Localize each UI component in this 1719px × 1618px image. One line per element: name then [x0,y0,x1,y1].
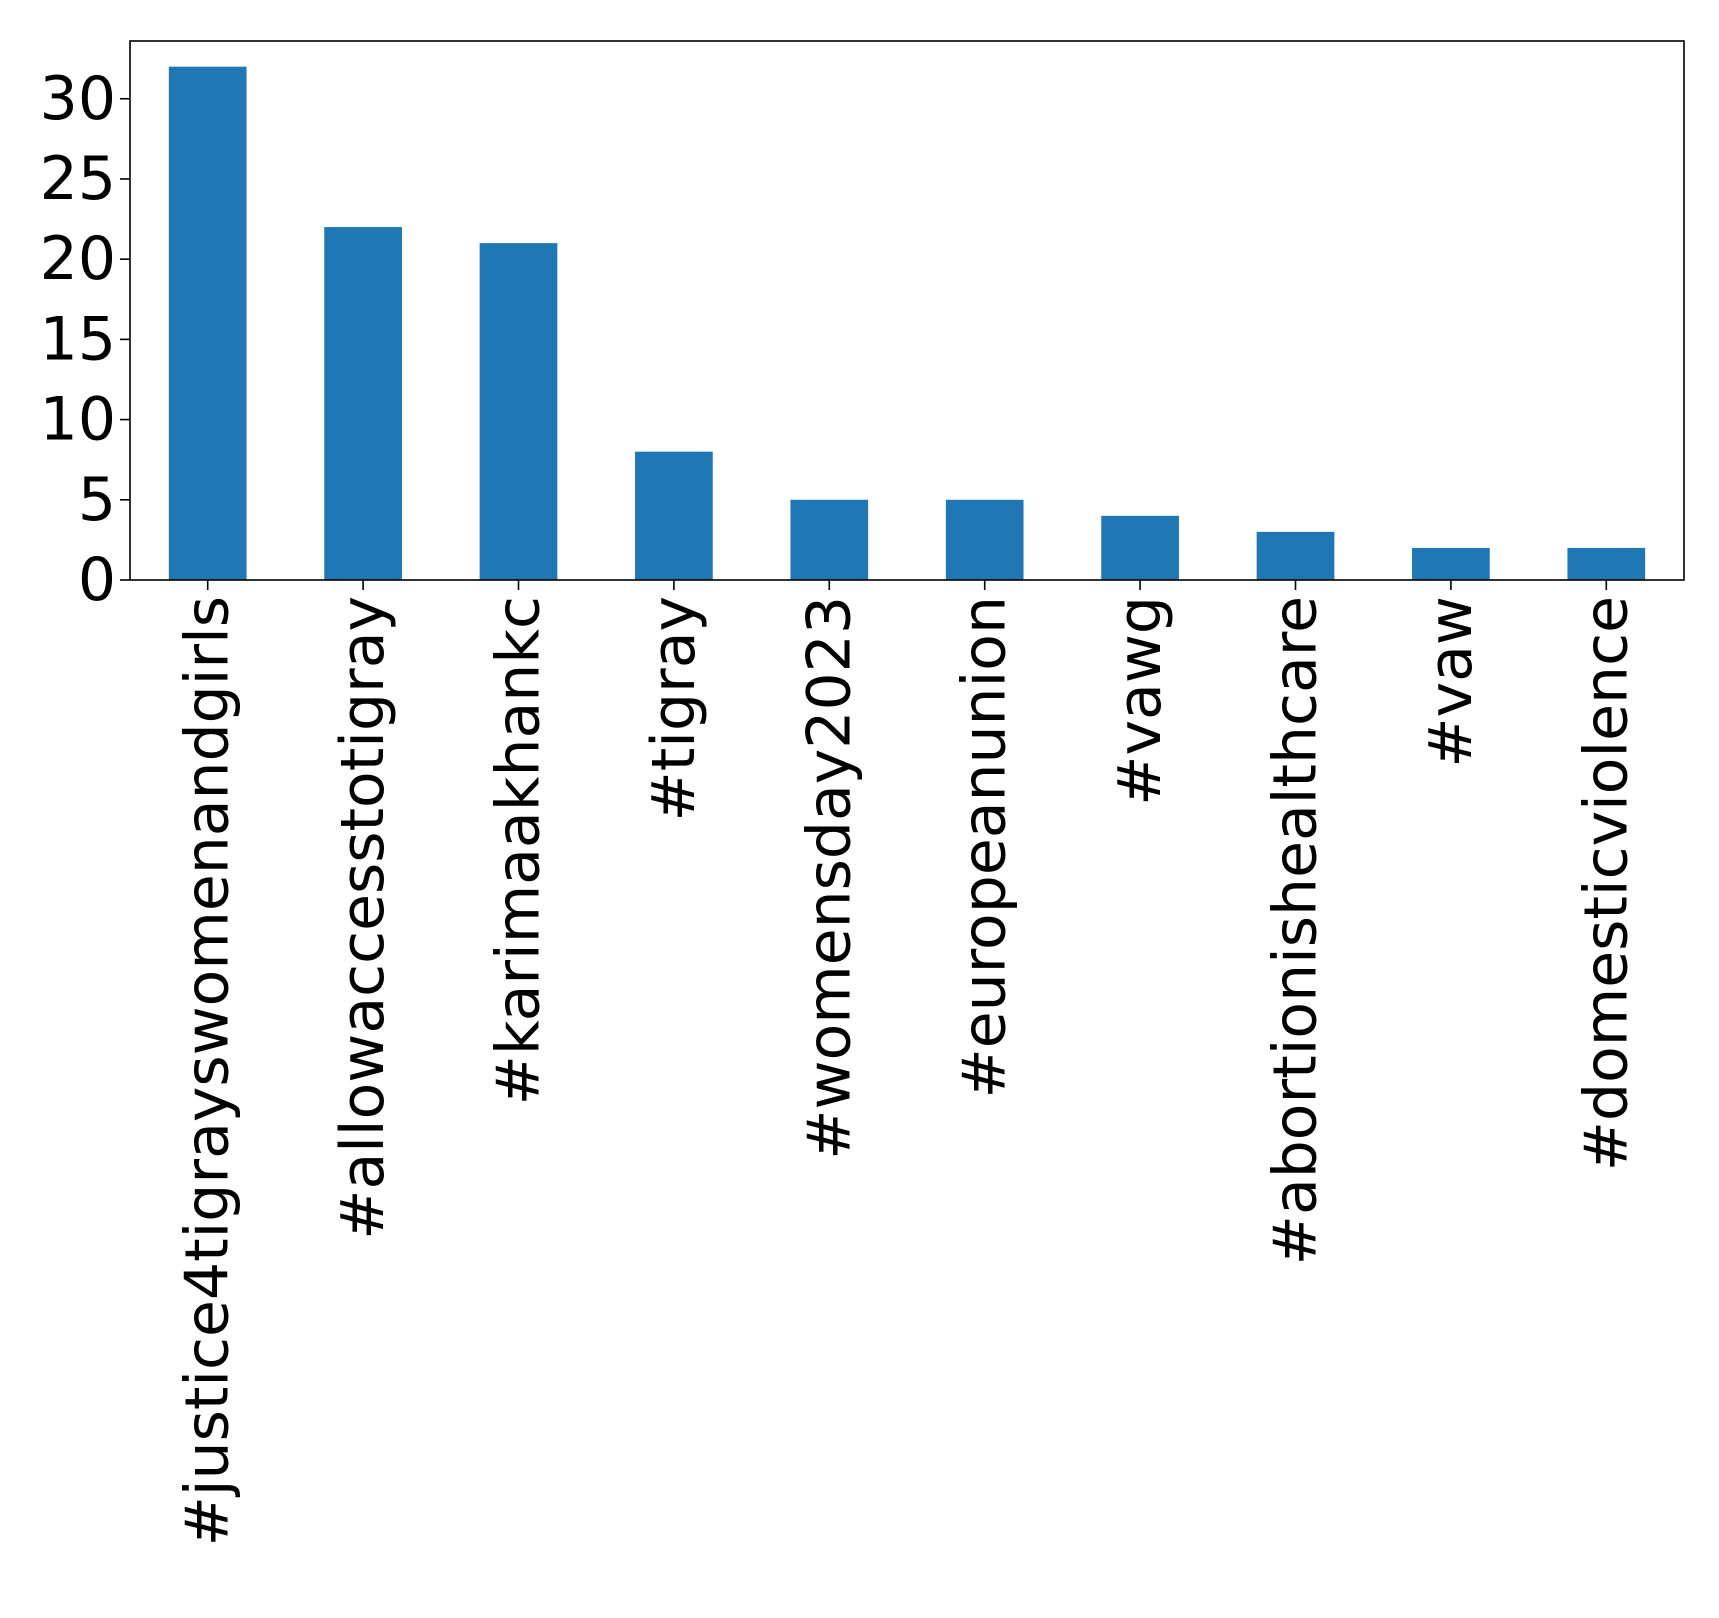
x-axis: #justice4tigrayswomenandgirls #allowacces… [173,580,1641,1546]
x-tick-label: #vawg [1105,596,1175,806]
y-tick-label: 5 [78,465,116,535]
y-tick-label: 0 [78,545,116,615]
bar [945,499,1024,580]
x-tick-label: #abortionishealthcare [1261,596,1331,1265]
x-tick-label: #allowaccesstotigray [328,596,398,1240]
x-tick-label: #vaw [1416,596,1486,768]
bar [479,243,558,581]
y-tick-label: 15 [40,304,116,374]
y-tick-label: 20 [40,224,116,294]
plot-area-frame [129,40,1685,581]
x-tick-label: #karimaakhankc [484,596,554,1105]
y-tick-label: 10 [40,385,116,455]
x-tick-label: #tigray [639,596,709,822]
y-tick-label: 30 [40,64,116,134]
bar [635,451,713,580]
x-tick-label: #europeanunion [950,596,1020,1099]
x-tick-label: #domesticviolence [1571,596,1641,1171]
bar [790,499,869,580]
bar [1412,547,1490,580]
x-tick-label: #justice4tigrayswomenandgirls [173,596,243,1546]
bar [1567,547,1646,580]
bar [168,66,247,581]
x-tick-label: #womensday2023 [794,596,864,1160]
bar [324,227,402,580]
bars-group [168,66,1646,581]
bar [1256,531,1335,581]
y-axis: 0 5 10 15 20 25 30 [40,64,130,615]
y-tick-label: 25 [40,144,116,214]
bar [1101,515,1179,580]
